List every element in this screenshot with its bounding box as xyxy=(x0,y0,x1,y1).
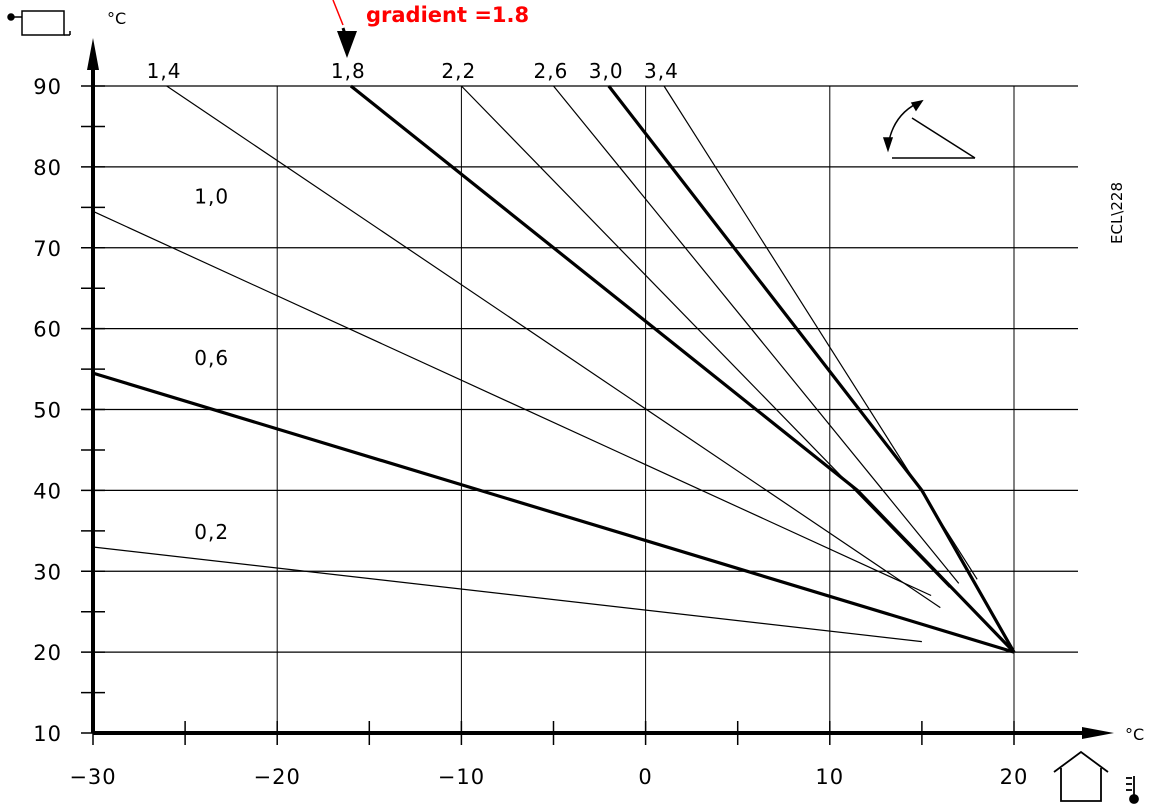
curve-label: 2,6 xyxy=(534,59,569,83)
callout-label: gradient =1.8 xyxy=(366,3,529,27)
house-thermometer-icon xyxy=(1053,750,1139,804)
axes xyxy=(81,38,1114,745)
x-tick-label: −30 xyxy=(69,765,116,789)
curve-label: 0,6 xyxy=(194,346,229,370)
grid-lines xyxy=(93,85,1078,733)
y-tick-label: 70 xyxy=(33,237,62,261)
x-tick-label: 0 xyxy=(638,765,652,789)
x-tick-label: −10 xyxy=(438,765,485,789)
callout-pointer xyxy=(332,0,344,26)
curve-label: 1,4 xyxy=(147,59,182,83)
x-tick-label: −20 xyxy=(254,765,301,789)
gradient-adjust-icon xyxy=(882,99,976,159)
callout-arrow-head xyxy=(337,31,357,58)
curve-label: 3,4 xyxy=(644,59,679,83)
curve-3-0 xyxy=(607,85,1016,653)
tick-labels: 10 20 30 40 50 60 70 80 90 −30 −20 −10 0 10 20 xyxy=(33,75,1029,789)
y-axis-arrow xyxy=(87,38,99,70)
curve-3-4 xyxy=(663,85,978,580)
curve-0-6 xyxy=(92,371,1015,654)
curve-label: 1,8 xyxy=(331,59,366,83)
curve-2-6 xyxy=(553,85,960,584)
y-tick-label: 20 xyxy=(33,641,62,665)
x-axis-arrow xyxy=(1082,727,1114,739)
x-unit-label: °C xyxy=(1125,725,1144,744)
y-tick-label: 40 xyxy=(33,479,62,503)
y-tick-label: 50 xyxy=(33,399,62,423)
curve-0-2 xyxy=(92,546,922,643)
y-tick-label: 80 xyxy=(33,156,62,180)
x-tick-label: 20 xyxy=(1000,765,1029,789)
curve-label: 2,2 xyxy=(441,59,476,83)
curve-1-0 xyxy=(92,210,932,597)
y-tick-label: 10 xyxy=(33,722,62,746)
curve-1-4 xyxy=(166,85,941,609)
y-tick-label: 30 xyxy=(33,560,62,584)
curve-labels: 0,2 0,6 1,0 1,4 1,8 2,2 2,6 3,0 3,4 xyxy=(147,59,679,544)
curve-label: 0,2 xyxy=(194,520,229,544)
callout-arrow-shaft xyxy=(341,27,349,41)
x-tick-label: 10 xyxy=(815,765,844,789)
gradient-callout: gradient =1.8 xyxy=(332,0,529,58)
radiator-flow-icon xyxy=(7,10,71,36)
curve-1-8 xyxy=(349,84,1016,654)
curve-label: 3,0 xyxy=(589,59,624,83)
heating-curves xyxy=(92,84,1016,654)
y-tick-label: 90 xyxy=(33,75,62,99)
curve-label: 1,0 xyxy=(194,184,229,208)
y-unit-label: °C xyxy=(107,9,126,28)
y-tick-label: 60 xyxy=(33,318,62,342)
curve-2-2 xyxy=(460,85,950,588)
side-code-label: ECL\228 xyxy=(1108,182,1126,244)
